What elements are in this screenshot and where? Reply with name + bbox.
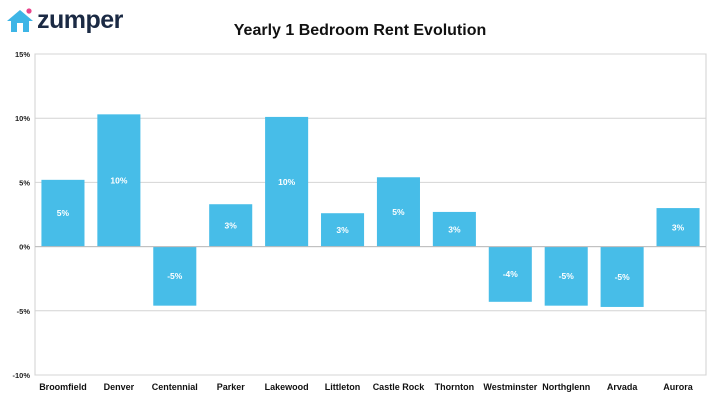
bar (321, 213, 365, 247)
x-tick-label: Northglenn (542, 382, 590, 392)
data-label: 3% (448, 224, 461, 234)
data-label: 3% (672, 222, 685, 232)
bar (544, 246, 588, 306)
x-tick-label: Lakewood (265, 382, 309, 392)
bar (432, 211, 476, 247)
x-tick-label: Aurora (663, 382, 693, 392)
brand-name: zumper (37, 6, 123, 34)
data-label: -4% (503, 269, 519, 279)
y-tick-label: 15% (15, 50, 30, 59)
x-tick-label: Denver (104, 382, 135, 392)
bar (209, 204, 253, 247)
bar (376, 177, 420, 247)
x-tick-label: Centennial (152, 382, 198, 392)
y-tick-label: 5% (19, 178, 30, 187)
data-label: -5% (167, 271, 183, 281)
bar (97, 114, 141, 247)
x-tick-label: Broomfield (39, 382, 87, 392)
x-tick-label: Westminster (483, 382, 537, 392)
data-label: 3% (225, 220, 238, 230)
house-icon (7, 7, 33, 32)
data-label: -5% (615, 272, 631, 282)
data-label: 3% (336, 225, 349, 235)
x-tick-label: Arvada (607, 382, 639, 392)
data-label: -5% (559, 271, 575, 281)
y-tick-label: 10% (15, 114, 30, 123)
data-label: 10% (278, 177, 295, 187)
chart-title: Yearly 1 Bedroom Rent Evolution (233, 22, 487, 39)
data-label: 5% (392, 207, 405, 217)
zumper-logo: zumper (6, 6, 123, 35)
data-label: 10% (110, 175, 127, 185)
y-tick-label: 0% (19, 243, 30, 252)
bar (153, 246, 197, 306)
data-label: 5% (57, 208, 70, 218)
x-tick-label: Parker (217, 382, 246, 392)
x-tick-label: Littleton (325, 382, 361, 392)
y-tick-label: -5% (17, 307, 31, 316)
bar (265, 116, 309, 247)
y-tick-label: -10% (12, 371, 30, 380)
bar (600, 246, 644, 307)
bar (488, 246, 532, 302)
x-tick-label: Thornton (435, 382, 475, 392)
bar (656, 208, 700, 247)
bar (41, 179, 85, 247)
x-tick-label: Castle Rock (373, 382, 426, 392)
